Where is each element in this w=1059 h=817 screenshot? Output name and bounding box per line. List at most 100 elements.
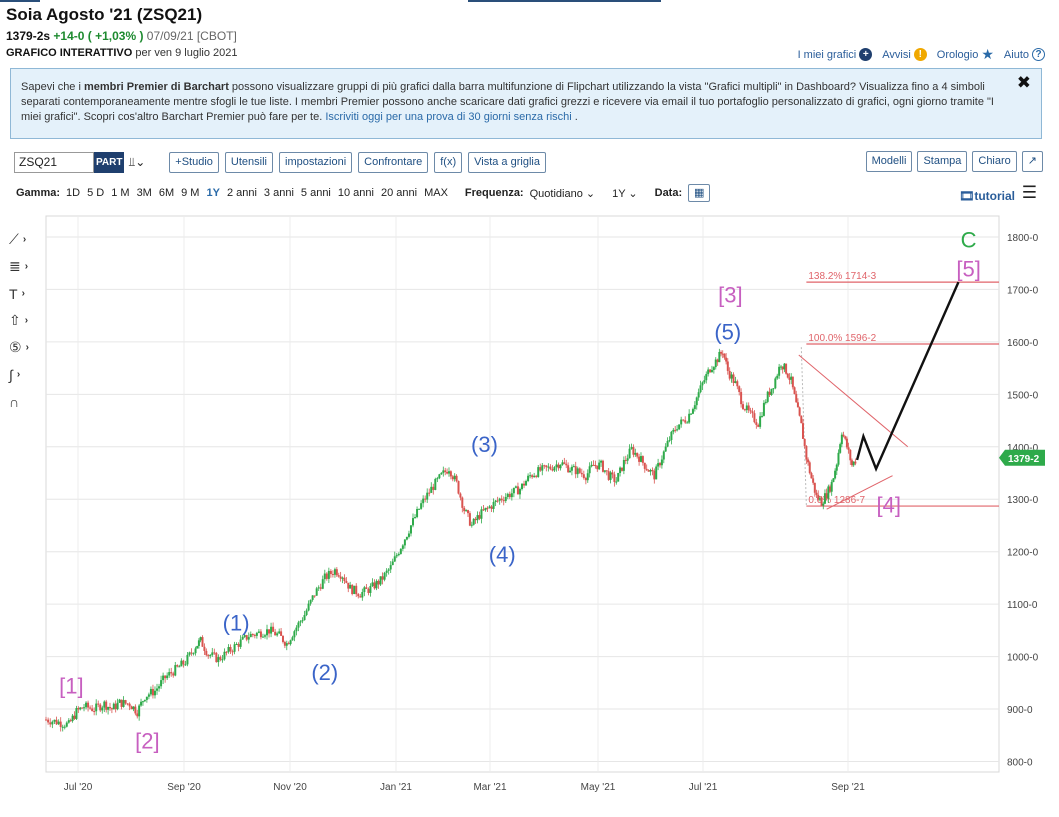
candle-body (172, 673, 175, 676)
x-tick-label: May '21 (581, 782, 616, 793)
candle-body (87, 702, 90, 708)
candle-body (467, 510, 470, 514)
range-option[interactable]: 3 anni (263, 187, 294, 199)
candle-body (728, 370, 731, 379)
candle-body (353, 585, 356, 595)
candle-body (805, 446, 808, 460)
tutorial-link[interactable]: 🎞tutorial (959, 189, 1015, 203)
bar-type-icon[interactable]: ⫫⌄ (128, 154, 146, 169)
candle-body (705, 374, 708, 381)
range-option[interactable]: 5 D (87, 187, 105, 199)
y-tick-label: 1000-0 (1007, 653, 1039, 664)
range-option[interactable]: 3M (136, 187, 152, 199)
candle-body (136, 713, 139, 717)
candle-body (699, 385, 702, 393)
print-button[interactable]: Stampa (917, 151, 968, 172)
grid-view-button[interactable]: Vista a griglia (468, 151, 546, 173)
trendline-tool[interactable]: ⟋ › (9, 226, 43, 253)
candle-body (832, 478, 835, 483)
candle-body (141, 701, 144, 703)
candle-body (405, 536, 408, 540)
range-option[interactable]: MAX (424, 187, 448, 199)
candle-body (605, 470, 608, 472)
studies-button[interactable]: +Studio (169, 151, 219, 173)
magnet-tool[interactable]: ∩ (9, 388, 43, 415)
candle-body (77, 708, 80, 710)
candle-body (158, 686, 161, 689)
candle-body (393, 556, 396, 562)
function-button[interactable]: f(x) (434, 151, 463, 173)
candle-body (730, 374, 733, 379)
range-option[interactable]: 6M (158, 187, 175, 199)
menu-icon[interactable]: ☰ (1021, 183, 1037, 202)
candle-body (745, 405, 748, 411)
range-option[interactable]: 20 anni (380, 187, 418, 199)
candle-body (622, 459, 625, 471)
candle-body (103, 701, 106, 708)
y-tick-label: 1500-0 (1007, 390, 1039, 401)
symbol-input[interactable] (14, 151, 94, 173)
settings-button[interactable]: impostazioni (279, 151, 353, 173)
drawing-toolbar: ⟋ › ≣ › T › ⇧ › ⑤ › ∫ › ∩ (9, 226, 43, 415)
candle-body (311, 595, 314, 600)
candle-body (645, 468, 648, 471)
candle-body (51, 721, 54, 725)
candle-body (525, 481, 528, 486)
candle-body (543, 465, 546, 467)
candle-body (381, 576, 384, 580)
candle-body (178, 666, 181, 668)
candle-body (235, 644, 238, 646)
candle-body (145, 696, 148, 700)
promo-trial-link[interactable]: Iscriviti oggi per una prova di 30 giorn… (325, 111, 572, 123)
candle-body (237, 644, 240, 647)
arrow-tool[interactable]: ⇧ › (9, 307, 43, 334)
expand-button[interactable]: ↗ (1021, 151, 1043, 172)
candle-body (751, 411, 754, 414)
price-chart[interactable]: 800-0 900-0 1000-0 1100-0 1200-0 1300-0 1400-0… (0, 212, 1059, 812)
calendar-icon[interactable]: ▦ (688, 184, 711, 202)
wave-count-tool[interactable]: ⑤ › (9, 334, 43, 361)
range-option[interactable]: 1D (66, 187, 81, 199)
frequency-label: Frequenza: (464, 187, 524, 199)
range-option[interactable]: 2 anni (226, 187, 257, 199)
link-alerts[interactable]: Avvisi! (882, 48, 927, 61)
link-watch[interactable]: Orologio ★ (936, 46, 994, 62)
templates-button[interactable]: Modelli (865, 151, 913, 172)
range-option[interactable]: 9 M (181, 187, 200, 199)
candle-body (95, 703, 98, 712)
light-theme-button[interactable]: Chiaro (972, 151, 1017, 172)
compare-button[interactable]: Confrontare (358, 151, 429, 173)
close-icon[interactable]: ✖ (1016, 73, 1031, 92)
candle-body (47, 719, 50, 723)
candle-body (688, 413, 691, 423)
candle-body (203, 646, 206, 651)
wave-label: C (961, 227, 977, 252)
candle-body (620, 467, 623, 471)
range-option[interactable]: 1 M (111, 187, 130, 199)
candle-body (463, 507, 466, 512)
candle-body (287, 643, 290, 645)
candle-body (215, 652, 218, 663)
candle-body (786, 373, 789, 378)
wave-label: [2] (135, 728, 159, 753)
range-option[interactable]: 5 anni (300, 187, 331, 199)
candle-body (472, 518, 475, 525)
tools-button[interactable]: Utensili (224, 151, 273, 173)
candle-body (91, 708, 94, 712)
link-help[interactable]: Aiuto? (1004, 48, 1045, 61)
link-my-charts[interactable]: I miei grafici + (798, 48, 873, 61)
candle-body (168, 672, 171, 676)
candle-body (321, 579, 324, 589)
candle-body (840, 434, 843, 445)
period-select[interactable]: 1Y ⌄ (612, 187, 638, 200)
candle-body (778, 366, 781, 376)
curve-tool[interactable]: ∫ › (9, 361, 43, 388)
frequency-select[interactable]: Quotidiano ⌄ (529, 187, 596, 200)
triangle-lower-line (826, 475, 893, 510)
fibonacci-tool[interactable]: ≣ › (9, 253, 43, 280)
candle-body (53, 719, 56, 722)
range-option[interactable]: 10 anni (337, 187, 374, 199)
text-tool[interactable]: T › (9, 280, 43, 307)
range-option[interactable]: 1Y (206, 187, 220, 199)
part-badge[interactable]: PART (94, 151, 125, 173)
